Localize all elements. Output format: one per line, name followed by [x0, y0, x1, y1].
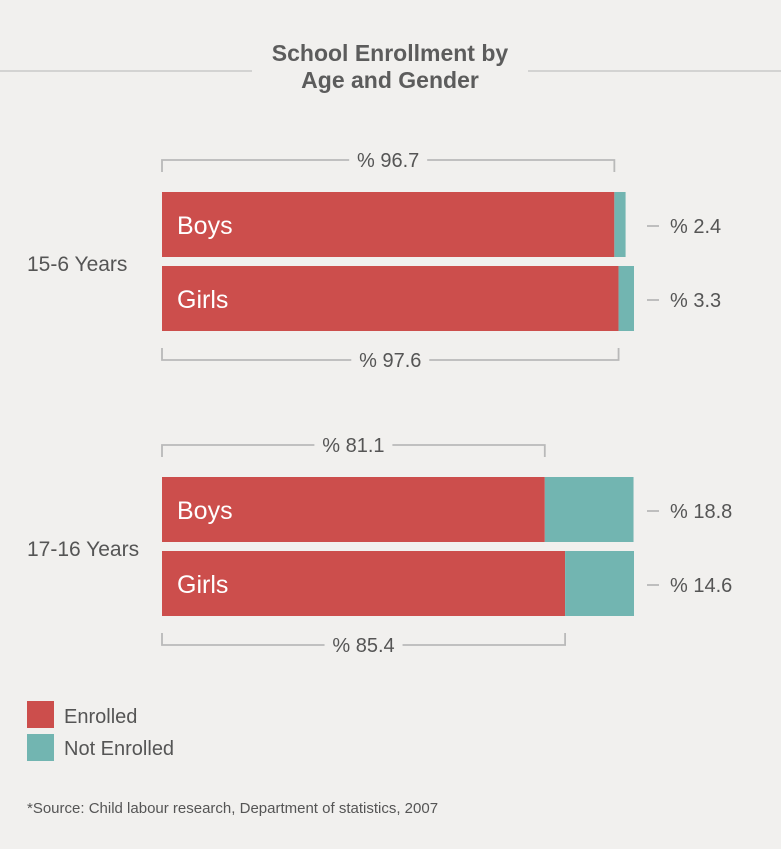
bars-layer: 15-6 Years Boys % 2.4 % 96.7 Girls % 3.3 % 97.… [27, 150, 732, 657]
bar-enrolled-g0-boys [162, 192, 615, 257]
bracket-enrolled-g1-girls-label: % 85.4 [332, 635, 394, 657]
bracket-enrolled-g1-boys-label: % 81.1 [322, 435, 384, 457]
bar-enrolled-g1-boys [162, 477, 545, 542]
bracket-enrolled-g0-girls-bracket [161, 348, 620, 361]
bar-enrolled-g0-girls [162, 266, 619, 331]
value-not-enrolled-g1-boys: % 18.8 [670, 501, 732, 523]
bar-not-enrolled-g0-girls [618, 266, 634, 331]
chart-title-line-2: Age and Gender [301, 67, 479, 93]
source-note: *Source: Child labour research, Departme… [27, 800, 438, 817]
bar-category-g1-boys: Boys [177, 497, 233, 525]
value-not-enrolled-g0-boys: % 2.4 [670, 216, 721, 238]
value-not-enrolled-g1-girls: % 14.6 [670, 575, 732, 597]
bar-not-enrolled-g1-boys [544, 477, 634, 542]
legend-swatch-enrolled [27, 701, 54, 728]
bar-category-g0-boys: Boys [177, 212, 233, 240]
bracket-enrolled-g1-boys-bracket [161, 444, 546, 457]
bracket-enrolled-g0-boys-bracket [161, 159, 616, 172]
bracket-enrolled-g1-girls-bracket [161, 633, 566, 646]
bar-category-g0-girls: Girls [177, 286, 228, 314]
bar-category-g1-girls: Girls [177, 571, 228, 599]
bracket-enrolled-g0-girls-label: % 97.6 [359, 350, 421, 372]
bar-not-enrolled-g0-boys [614, 192, 626, 257]
bracket-enrolled-g0-boys-label: % 96.7 [357, 150, 419, 172]
group-label-0: 15-6 Years [27, 253, 127, 276]
chart-title-line-1: School Enrollment by [272, 40, 509, 66]
value-not-enrolled-g0-girls: % 3.3 [670, 290, 721, 312]
legend-label-not-enrolled: Not Enrolled [64, 738, 174, 760]
legend-label-enrolled: Enrolled [64, 706, 137, 728]
bar-enrolled-g1-girls [162, 551, 566, 616]
legend-swatch-not-enrolled [27, 734, 54, 761]
group-label-1: 17-16 Years [27, 538, 139, 561]
bar-not-enrolled-g1-girls [565, 551, 634, 616]
